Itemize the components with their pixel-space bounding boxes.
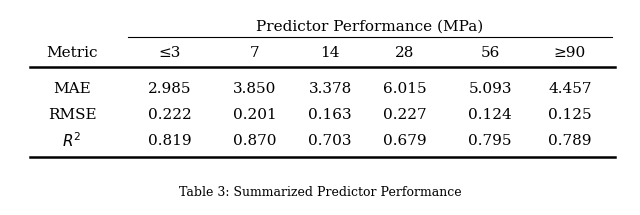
Text: 0.795: 0.795 [468,134,512,148]
Text: RMSE: RMSE [48,108,96,122]
Text: 0.163: 0.163 [308,108,352,122]
Text: 0.125: 0.125 [548,108,592,122]
Text: 6.015: 6.015 [383,82,427,96]
Text: 5.093: 5.093 [468,82,512,96]
Text: 0.124: 0.124 [468,108,512,122]
Text: 3.378: 3.378 [308,82,351,96]
Text: Metric: Metric [46,46,98,60]
Text: 0.819: 0.819 [148,134,192,148]
Text: MAE: MAE [53,82,91,96]
Text: 2.985: 2.985 [148,82,192,96]
Text: 7: 7 [250,46,260,60]
Text: 0.789: 0.789 [548,134,592,148]
Text: Predictor Performance (MPa): Predictor Performance (MPa) [257,20,484,34]
Text: 0.227: 0.227 [383,108,427,122]
Text: 0.201: 0.201 [233,108,277,122]
Text: 3.850: 3.850 [234,82,276,96]
Text: $R^2$: $R^2$ [62,132,82,150]
Text: 0.703: 0.703 [308,134,352,148]
Text: 14: 14 [320,46,340,60]
Text: ≥90: ≥90 [554,46,586,60]
Text: 0.679: 0.679 [383,134,427,148]
Text: 0.222: 0.222 [148,108,192,122]
Text: 0.870: 0.870 [233,134,276,148]
Text: ≤3: ≤3 [159,46,181,60]
Text: 4.457: 4.457 [548,82,592,96]
Text: 28: 28 [396,46,415,60]
Text: Table 3: Summarized Predictor Performance: Table 3: Summarized Predictor Performanc… [179,186,461,200]
Text: 56: 56 [480,46,500,60]
